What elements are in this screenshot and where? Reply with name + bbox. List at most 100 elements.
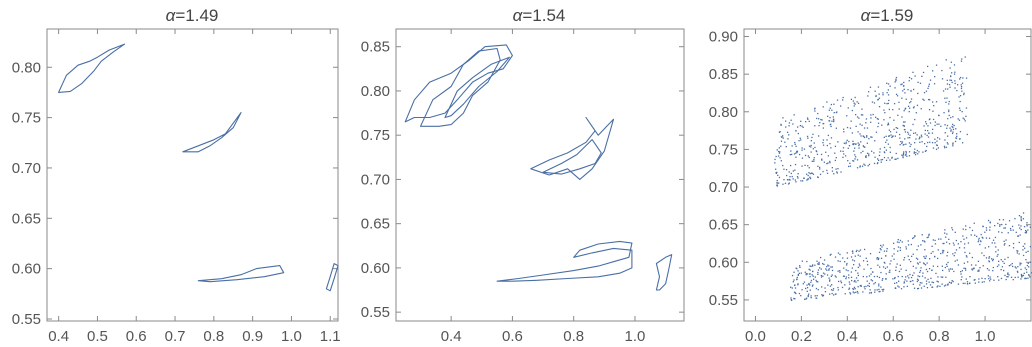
- scatter-point: [819, 166, 821, 169]
- scatter-point: [811, 172, 813, 174]
- scatter-point: [898, 280, 900, 282]
- scatter-point: [934, 243, 937, 245]
- scatter-point: [1020, 275, 1023, 277]
- scatter-point: [898, 286, 900, 288]
- scatter-point: [789, 179, 791, 181]
- scatter-point: [924, 129, 926, 132]
- scatter-point: [1002, 219, 1005, 221]
- scatter-point: [917, 153, 919, 155]
- scatter-point: [866, 142, 868, 144]
- scatter-point: [839, 270, 841, 272]
- scatter-point: [827, 264, 829, 266]
- scatter-point: [777, 150, 780, 153]
- scatter-point: [804, 298, 806, 300]
- scatter-point: [868, 155, 870, 157]
- scatter-point: [853, 292, 855, 294]
- scatter-point: [872, 271, 874, 273]
- scatter-point: [944, 124, 946, 126]
- scatter-point: [857, 254, 859, 256]
- scatter-point: [813, 142, 815, 144]
- scatter-point: [822, 127, 824, 129]
- scatter-point: [857, 279, 859, 282]
- scatter-point: [952, 143, 954, 145]
- scatter-point: [1000, 259, 1002, 261]
- scatter-point: [965, 278, 967, 280]
- scatter-point: [925, 123, 928, 125]
- scatter-point: [898, 241, 900, 244]
- scatter-point: [978, 269, 980, 271]
- scatter-point: [859, 285, 861, 287]
- scatter-point: [808, 293, 810, 295]
- scatter-point: [1019, 227, 1021, 229]
- scatter-point: [882, 278, 884, 280]
- scatter-point: [910, 129, 912, 131]
- scatter-point: [895, 158, 897, 160]
- scatter-point: [1026, 225, 1028, 227]
- scatter-point: [960, 86, 963, 88]
- scatter-point: [790, 164, 792, 167]
- scatter-point: [997, 222, 999, 225]
- scatter-point: [828, 109, 830, 111]
- scatter-point: [950, 79, 953, 81]
- orbit-curve-4: [530, 116, 615, 180]
- panel-3-plot-frame: [743, 28, 1032, 322]
- scatter-point: [1020, 219, 1022, 222]
- scatter-point: [783, 179, 785, 181]
- scatter-point: [854, 154, 856, 156]
- scatter-point: [979, 267, 981, 269]
- scatter-point: [870, 121, 872, 123]
- scatter-point: [873, 275, 876, 278]
- scatter-point: [883, 250, 886, 252]
- scatter-point: [896, 263, 898, 265]
- scatter-point: [854, 96, 856, 99]
- scatter-point: [1025, 251, 1027, 253]
- scatter-point: [829, 285, 832, 287]
- scatter-point: [939, 285, 941, 287]
- scatter-point: [826, 266, 828, 268]
- scatter-point: [938, 238, 940, 240]
- scatter-point: [952, 116, 954, 118]
- scatter-point: [795, 130, 797, 132]
- scatter-point: [924, 133, 926, 135]
- scatter-point: [1018, 253, 1020, 255]
- scatter-point: [978, 270, 980, 272]
- scatter-point: [934, 124, 936, 127]
- scatter-point: [826, 101, 828, 103]
- scatter-point: [823, 263, 825, 266]
- scatter-point: [950, 61, 952, 63]
- scatter-point: [840, 171, 842, 173]
- scatter-point: [1022, 212, 1025, 214]
- scatter-point: [877, 264, 879, 266]
- scatter-point: [952, 242, 955, 244]
- scatter-point: [818, 118, 820, 120]
- scatter-point: [867, 264, 869, 266]
- scatter-point: [1014, 266, 1016, 268]
- scatter-point: [827, 155, 829, 157]
- scatter-point: [848, 165, 850, 168]
- scatter-point: [862, 150, 864, 152]
- scatter-point: [954, 80, 956, 82]
- scatter-point: [808, 120, 810, 122]
- scatter-point: [1020, 268, 1022, 271]
- scatter-point: [992, 239, 995, 241]
- scatter-point: [922, 240, 924, 242]
- scatter-point: [955, 137, 958, 140]
- scatter-point: [812, 133, 814, 135]
- scatter-point: [958, 119, 961, 121]
- scatter-point: [1025, 277, 1027, 280]
- scatter-point: [807, 137, 809, 139]
- scatter-point: [957, 84, 959, 86]
- scatter-point: [897, 285, 899, 287]
- scatter-point: [855, 250, 857, 253]
- scatter-point: [784, 141, 786, 143]
- scatter-point: [878, 291, 880, 293]
- scatter-point: [797, 177, 799, 179]
- scatter-point: [852, 288, 854, 290]
- scatter-point: [917, 288, 919, 290]
- panel-2-title: α=1.54: [513, 6, 566, 25]
- scatter-point: [821, 159, 823, 161]
- scatter-point: [898, 270, 901, 273]
- scatter-point: [927, 278, 929, 280]
- scatter-point: [925, 257, 927, 259]
